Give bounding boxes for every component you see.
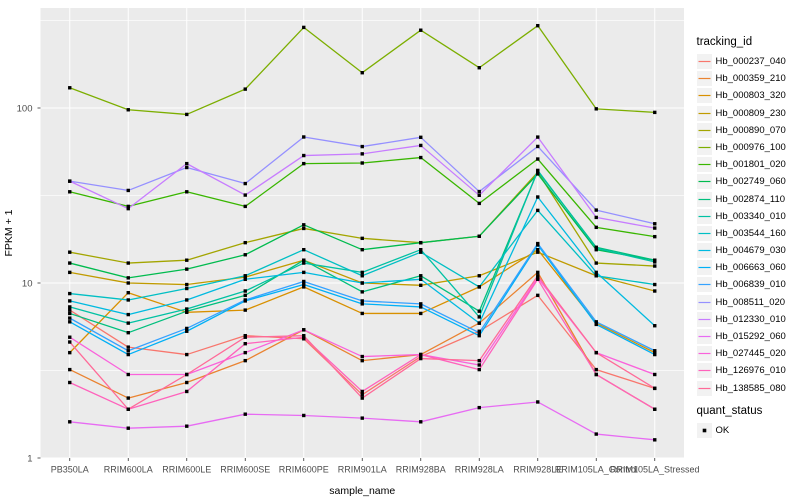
svg-text:RRIM600LE: RRIM600LE: [162, 465, 211, 475]
svg-text:FPKM + 1: FPKM + 1: [3, 209, 15, 256]
svg-text:RRIM901LA: RRIM901LA: [338, 465, 387, 475]
svg-text:PB350LA: PB350LA: [51, 465, 89, 475]
svg-text:RRIM105LA_Stressed: RRIM105LA_Stressed: [610, 465, 700, 475]
svg-text:RRIM600SE: RRIM600SE: [220, 465, 270, 475]
svg-text:100: 100: [17, 103, 33, 114]
svg-text:1: 1: [27, 453, 32, 464]
svg-text:RRIM600LA: RRIM600LA: [104, 465, 153, 475]
svg-text:RRIM928LA: RRIM928LA: [455, 465, 504, 475]
svg-text:RRIM928BA: RRIM928BA: [396, 465, 446, 475]
svg-text:sample_name: sample_name: [329, 485, 395, 497]
svg-text:RRIM600PE: RRIM600PE: [279, 465, 329, 475]
svg-text:10: 10: [22, 278, 33, 289]
